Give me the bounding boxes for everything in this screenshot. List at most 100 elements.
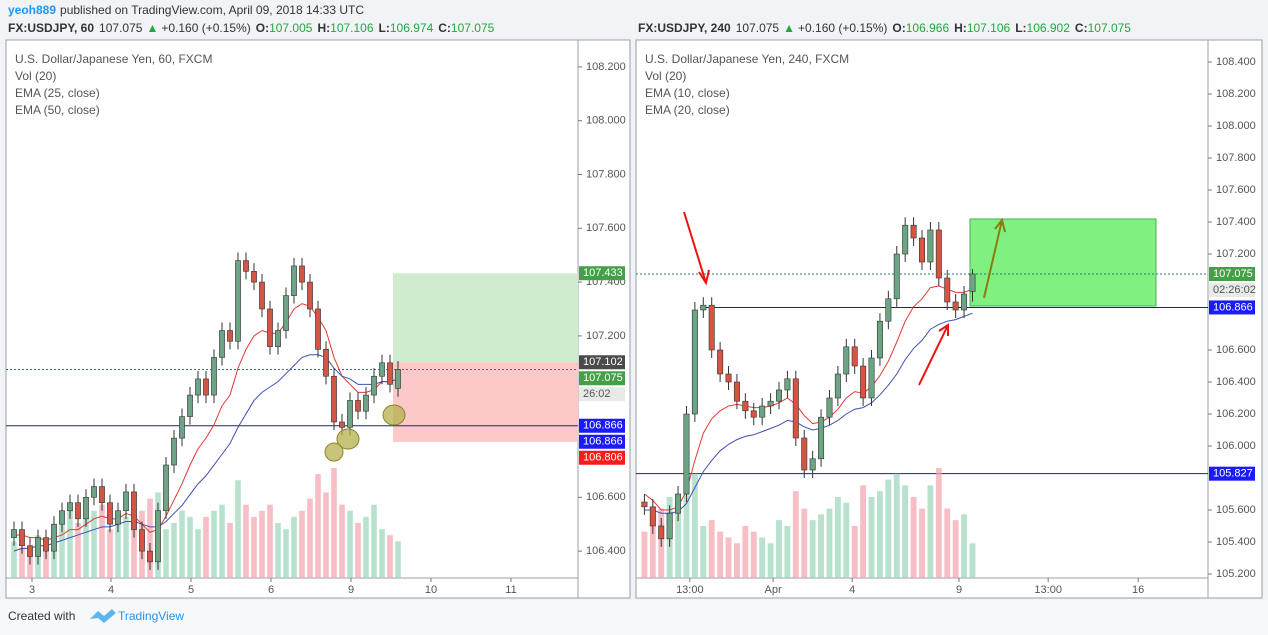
price-label-bg — [1209, 267, 1255, 281]
volume-bar — [969, 543, 976, 578]
volume-bar — [952, 520, 959, 578]
x-tick-label: 4 — [849, 584, 855, 596]
footer-bar — [0, 600, 1268, 635]
volume-bar — [147, 498, 153, 578]
y-tick-label: 108.200 — [586, 61, 626, 73]
candle-body — [307, 281, 313, 310]
volume-bar — [363, 516, 369, 578]
candle-body — [171, 437, 177, 466]
footer-brand[interactable]: TradingView — [118, 609, 184, 623]
x-tick-label: 9 — [956, 584, 962, 596]
candle-body — [860, 365, 867, 399]
candle-body — [243, 260, 249, 272]
price-label: 107.433 — [583, 267, 623, 279]
candle-body — [275, 330, 281, 347]
candle-body — [331, 375, 337, 423]
author[interactable]: yeoh889 — [8, 3, 56, 17]
ohlc-value: 106.966 — [906, 21, 950, 35]
ema-line — [14, 303, 399, 541]
volume-bar — [259, 510, 265, 578]
candle-body — [792, 378, 799, 439]
volume-bar — [885, 479, 892, 578]
volume-bar — [860, 485, 867, 578]
candle-body — [395, 369, 401, 389]
profit-zone — [393, 273, 578, 363]
candle-body — [700, 304, 707, 311]
countdown-bg — [579, 387, 625, 402]
candle-body — [675, 493, 682, 514]
candle-body — [919, 237, 925, 263]
price-label: 106.806 — [583, 452, 623, 464]
volume-bar — [243, 504, 249, 578]
candle-body — [267, 308, 273, 347]
candle-body — [67, 502, 73, 512]
volume-bar — [371, 504, 377, 578]
candle-body — [851, 346, 858, 367]
y-tick-label: 106.000 — [1216, 440, 1256, 452]
candle-body — [107, 502, 113, 525]
volume-bar — [355, 523, 361, 578]
volume-bar — [818, 514, 825, 578]
x-tick-label: 4 — [108, 584, 114, 596]
volume-bar — [851, 525, 858, 578]
y-tick-label: 106.600 — [1216, 344, 1256, 356]
symbol-header: FX:USDJPY, 60 107.075 ▲ +0.160 (+0.15%) O:10… — [8, 21, 495, 35]
y-tick-label: 107.200 — [1216, 248, 1256, 260]
candle-body — [776, 389, 782, 402]
volume-bar — [767, 543, 774, 578]
volume-bar — [203, 516, 209, 578]
volume-bar — [27, 553, 33, 578]
volume-bar — [784, 525, 791, 578]
candle-body — [834, 373, 841, 399]
volume-bar — [826, 508, 833, 578]
ohlc-key: C: — [438, 21, 451, 35]
candle-body — [91, 486, 97, 498]
volume-bar — [195, 529, 201, 578]
candle-body — [251, 271, 257, 283]
legend-item: EMA (25, close) — [15, 86, 100, 100]
countdown: 02:26:02 — [1213, 284, 1256, 296]
symbol: FX:USDJPY, 240 — [638, 21, 731, 35]
price-label-bg — [579, 450, 625, 465]
volume-bar — [944, 508, 951, 578]
volume-bar — [733, 543, 740, 578]
ohlc-key: C: — [1075, 21, 1088, 35]
change: +0.160 (+0.15%) — [161, 21, 250, 35]
candle-body — [379, 362, 385, 377]
y-tick-label: 106.200 — [1216, 408, 1256, 420]
volume-bar — [675, 502, 682, 578]
x-tick-label: 10 — [425, 584, 437, 596]
volume-bar — [83, 516, 89, 578]
ohlc-value: 107.075 — [1088, 21, 1132, 35]
publish-line: yeoh889 published on TradingView.com, Apr… — [8, 3, 364, 17]
legend-item: Vol (20) — [645, 69, 686, 83]
price-label-bg — [579, 355, 625, 370]
volume-bar — [107, 529, 113, 578]
x-tick-label: 3 — [29, 584, 35, 596]
y-tick-label: 106.400 — [586, 545, 626, 557]
volume-bar — [91, 510, 97, 578]
candle-body — [155, 510, 161, 563]
loss-zone — [393, 362, 578, 442]
volume-bar — [395, 541, 401, 578]
volume-bar — [809, 520, 816, 578]
volume-bar — [43, 541, 49, 578]
target-box — [969, 218, 1157, 307]
legend-item: EMA (20, close) — [645, 103, 730, 117]
volume-bar — [59, 510, 65, 578]
ohlc-key: L: — [1015, 21, 1026, 35]
volume-bar — [776, 520, 782, 578]
candle-body — [99, 486, 105, 503]
y-tick-label: 105.400 — [1216, 536, 1256, 548]
candle-body — [27, 545, 33, 557]
countdown-bg — [1209, 283, 1255, 297]
volume-bar — [935, 468, 942, 578]
volume-bar — [387, 535, 393, 578]
candle-body — [809, 458, 816, 471]
candle-body — [315, 308, 321, 350]
arrow — [983, 217, 1006, 299]
direction: ▲ — [783, 21, 795, 35]
x-tick-label: 5 — [188, 584, 194, 596]
candle-body — [944, 277, 951, 303]
